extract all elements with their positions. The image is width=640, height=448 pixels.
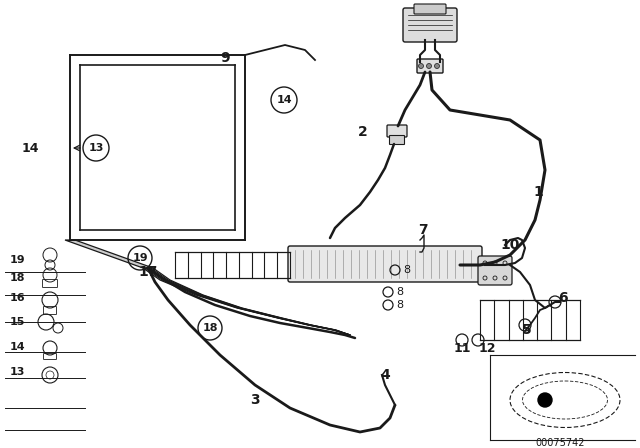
Circle shape (435, 64, 440, 69)
Text: 14: 14 (10, 342, 26, 352)
Text: 00075742: 00075742 (535, 438, 585, 448)
Text: 8: 8 (403, 265, 410, 275)
Text: 18: 18 (202, 323, 218, 333)
Text: 14: 14 (276, 95, 292, 105)
Text: 8: 8 (396, 287, 403, 297)
Circle shape (419, 64, 424, 69)
FancyBboxPatch shape (414, 4, 446, 14)
Text: 7: 7 (418, 223, 428, 237)
FancyBboxPatch shape (288, 246, 482, 282)
Text: 14: 14 (21, 142, 39, 155)
Text: 2: 2 (358, 125, 368, 139)
Text: 12: 12 (478, 341, 496, 354)
Text: 17: 17 (138, 265, 157, 279)
Text: 3: 3 (250, 393, 260, 407)
Text: 19: 19 (10, 255, 26, 265)
Text: 16: 16 (10, 293, 26, 303)
Text: 9: 9 (220, 51, 230, 65)
Text: 18: 18 (10, 273, 26, 283)
Polygon shape (65, 240, 153, 268)
Text: 13: 13 (88, 143, 104, 153)
Circle shape (538, 393, 552, 407)
FancyBboxPatch shape (417, 59, 443, 73)
Circle shape (426, 64, 431, 69)
Text: 5: 5 (522, 323, 532, 337)
Text: 1: 1 (533, 185, 543, 199)
Text: 15: 15 (10, 317, 26, 327)
Text: 11: 11 (453, 341, 471, 354)
Text: 13: 13 (10, 367, 26, 377)
FancyBboxPatch shape (390, 135, 404, 145)
Text: 10: 10 (500, 238, 520, 252)
Text: 8: 8 (396, 300, 403, 310)
FancyBboxPatch shape (478, 256, 512, 285)
Text: 6: 6 (558, 291, 568, 305)
FancyBboxPatch shape (403, 8, 457, 42)
Text: 4: 4 (380, 368, 390, 382)
Text: 19: 19 (132, 253, 148, 263)
FancyBboxPatch shape (387, 125, 407, 137)
